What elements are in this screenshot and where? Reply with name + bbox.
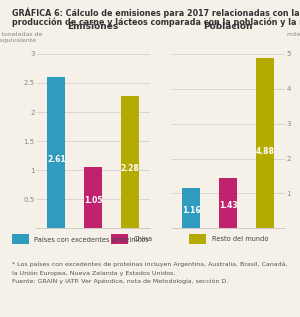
Bar: [256, 58, 274, 228]
Text: 4.88: 4.88: [255, 147, 274, 156]
Text: miles de millones
de personas: miles de millones de personas: [287, 32, 300, 43]
Bar: [84, 167, 102, 228]
Text: Resto del mundo: Resto del mundo: [212, 236, 268, 242]
Bar: [121, 96, 139, 228]
Text: 1.05: 1.05: [84, 196, 102, 205]
Text: Fuente: GRAIN y IATP. Ver Apéndice, nota de Metodología, sección D.: Fuente: GRAIN y IATP. Ver Apéndice, nota…: [12, 279, 228, 284]
Text: 1.16: 1.16: [182, 205, 200, 215]
Text: Giga toneladas de
CO₂ equivalente: Giga toneladas de CO₂ equivalente: [0, 32, 42, 43]
Text: 2.61: 2.61: [47, 155, 65, 165]
Text: 1.43: 1.43: [219, 201, 237, 210]
Text: * Los países con excedentes de proteinas incluyen Argentina, Australia, Brasil, : * Los países con excedentes de proteinas…: [12, 262, 287, 267]
Text: China: China: [134, 236, 153, 242]
Text: 2.28: 2.28: [120, 164, 139, 173]
Bar: [219, 178, 237, 228]
Text: GRÁFICA 6: Cálculo de emisiones para 2017 relacionadas con la: GRÁFICA 6: Cálculo de emisiones para 201…: [12, 8, 300, 18]
Text: Emisiones: Emisiones: [68, 22, 118, 31]
Bar: [47, 77, 65, 228]
Text: Población: Población: [203, 22, 253, 31]
Text: Países con excedentes protéinicos: Países con excedentes protéinicos: [34, 236, 149, 243]
Bar: [182, 188, 200, 228]
Text: la Unión Europea, Nueva Zelanda y Estados Unidos.: la Unión Europea, Nueva Zelanda y Estado…: [12, 270, 175, 275]
Text: producción de carne y lácteos comparada con la población y la región: producción de carne y lácteos comparada …: [12, 17, 300, 27]
